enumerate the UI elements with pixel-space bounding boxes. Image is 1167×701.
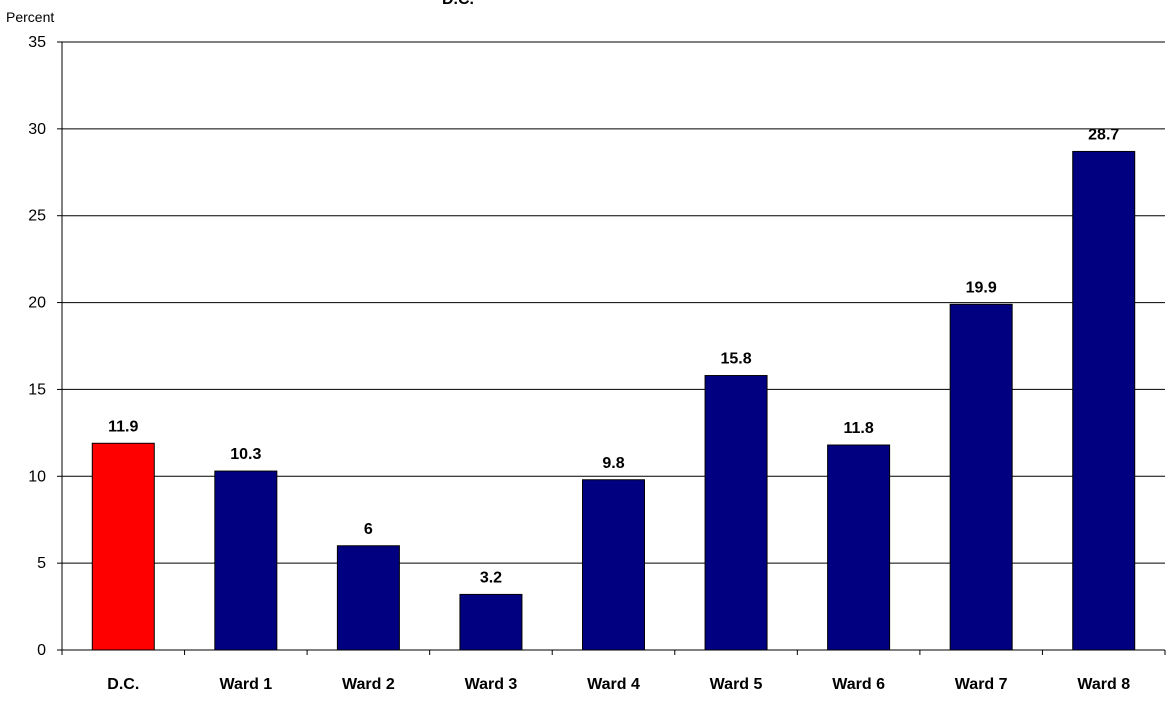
data-label: 9.8 <box>602 455 624 472</box>
data-label: 28.7 <box>1088 126 1119 143</box>
data-label: 11.9 <box>108 418 138 435</box>
x-axis-ticks: D.C. Ward 1 Ward 2 Ward 3 Ward 4 Ward 5 Ward 6… <box>61 650 1166 693</box>
y-tick-label: 5 <box>37 555 46 572</box>
y-tick-label: 35 <box>28 34 46 51</box>
bar <box>336 545 400 651</box>
x-tick-label: Ward 6 <box>832 676 885 693</box>
y-tick-label: 20 <box>28 295 46 312</box>
y-tick-label: 10 <box>28 468 46 485</box>
bar <box>704 375 768 651</box>
bar <box>1072 150 1136 651</box>
x-tick-label: Ward 4 <box>587 676 640 693</box>
data-label: 15.8 <box>720 351 751 368</box>
data-label: 19.9 <box>966 279 997 296</box>
bar <box>582 479 645 651</box>
bar <box>459 593 523 651</box>
x-tick-label: Ward 5 <box>710 676 763 693</box>
x-tick-label: Ward 1 <box>219 676 272 693</box>
bar <box>91 442 155 651</box>
x-tick-label: D.C. <box>107 676 139 693</box>
data-label: 11.8 <box>843 420 873 437</box>
data-label: 10.3 <box>230 446 261 463</box>
x-tick-label: Ward 3 <box>465 676 518 693</box>
y-axis-label: Percent <box>6 9 54 25</box>
chart-title: D.C. <box>442 0 474 8</box>
data-label: 6 <box>364 521 373 538</box>
x-tick-label: Ward 7 <box>955 676 1008 693</box>
data-labels: 11.9 10.3 6 3.2 9.8 15.8 11.8 19.9 28.7 <box>108 126 1119 586</box>
y-tick-label: 15 <box>28 381 46 398</box>
bar <box>827 444 891 651</box>
bar <box>949 303 1013 651</box>
bars <box>91 150 1136 651</box>
y-tick-label: 30 <box>28 121 46 138</box>
x-tick-label: Ward 2 <box>342 676 395 693</box>
y-tick-label: 25 <box>28 208 46 225</box>
y-axis-ticks: 0 5 10 15 20 25 30 35 <box>28 34 62 659</box>
data-label: 3.2 <box>480 569 502 586</box>
y-tick-label: 0 <box>37 642 46 659</box>
x-tick-label: Ward 8 <box>1077 676 1130 693</box>
bar <box>214 470 278 651</box>
